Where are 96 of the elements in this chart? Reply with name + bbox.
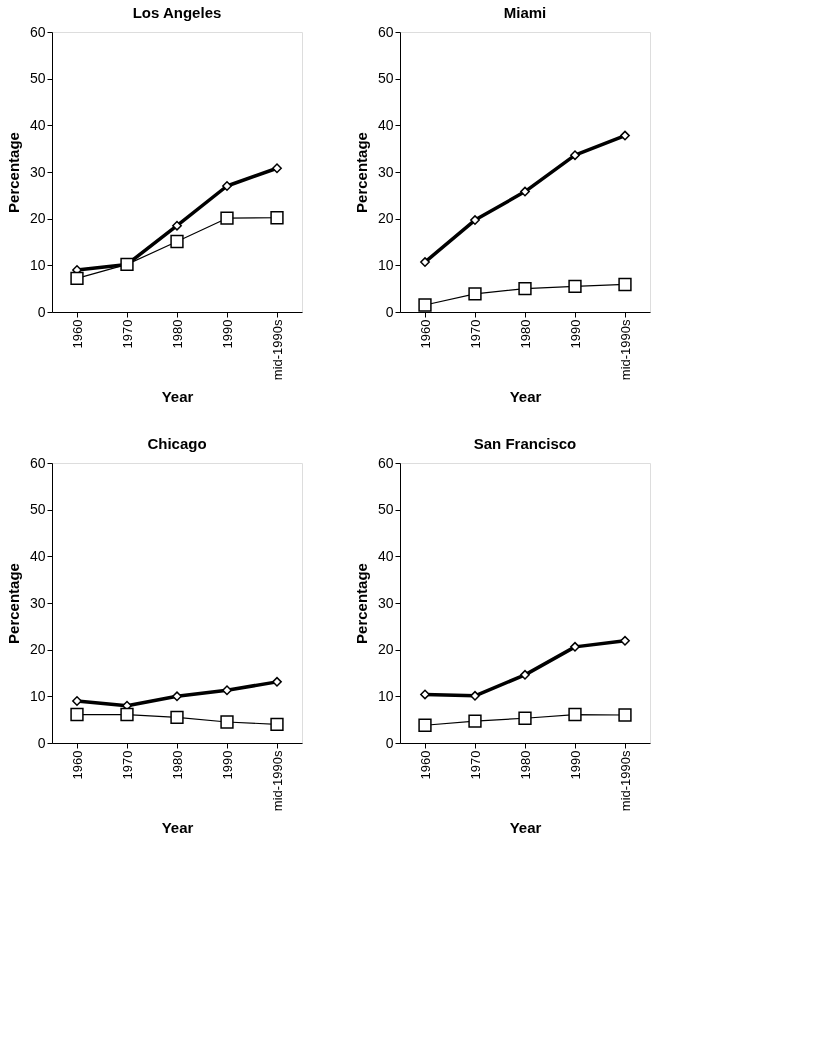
x-tick-label: 1990 — [219, 319, 235, 349]
x-tick-label: 1970 — [119, 750, 135, 780]
y-tick-label: 30 — [29, 163, 46, 180]
y-tick-label: 50 — [29, 501, 46, 518]
x-tick-label: 1960 — [417, 319, 433, 349]
y-tick-label: 60 — [377, 23, 394, 40]
point — [172, 691, 182, 702]
y-axis-title: Percentage — [4, 132, 22, 213]
y-tick-label: 30 — [377, 163, 394, 180]
y-axis-title: Percentage — [352, 132, 370, 213]
chart-title: Chicago — [147, 435, 207, 452]
y-tick-label: 20 — [377, 641, 394, 658]
y-tick-label: 10 — [377, 687, 394, 704]
y-tick-label: 0 — [37, 303, 46, 320]
y-tick-label: 40 — [377, 547, 394, 564]
point — [518, 282, 532, 296]
y-tick-label: 60 — [377, 454, 394, 471]
point — [220, 211, 234, 225]
y-axis-title: Percentage — [352, 563, 370, 644]
x-tick-label: 1970 — [119, 319, 135, 349]
y-tick-label: 50 — [29, 70, 46, 87]
point — [272, 676, 282, 687]
point — [570, 641, 580, 652]
y-tick-label: 40 — [29, 547, 46, 564]
chart-title: Los Angeles — [132, 4, 222, 21]
y-tick-label: 0 — [385, 303, 394, 320]
x-tick-label: 1960 — [417, 750, 433, 780]
point — [520, 669, 530, 680]
point — [222, 181, 232, 191]
x-tick-label: 1970 — [467, 319, 483, 349]
x-tick-label: mid-1990s — [617, 319, 633, 381]
y-tick-label: 60 — [29, 23, 46, 40]
point — [620, 130, 630, 141]
x-tick-label: 1960 — [69, 319, 85, 349]
x-tick-label: 1980 — [517, 319, 533, 349]
y-axis-title: Percentage — [4, 563, 22, 644]
point — [420, 689, 430, 700]
y-tick-label: 50 — [377, 70, 394, 87]
x-tick-label: mid-1990s — [269, 750, 285, 812]
point — [270, 717, 284, 731]
x-tick-label: 1980 — [169, 319, 185, 349]
x-tick-label: mid-1990s — [617, 750, 633, 812]
x-tick-label: 1960 — [69, 750, 85, 780]
point — [620, 635, 630, 646]
y-tick-label: 0 — [385, 734, 394, 751]
point — [470, 690, 480, 701]
point — [568, 279, 582, 293]
x-axis-title: Year — [161, 388, 194, 406]
point — [70, 271, 84, 286]
y-tick-label: 30 — [377, 594, 394, 611]
x-tick-label: 1970 — [467, 750, 483, 780]
x-tick-label: 1990 — [567, 319, 583, 349]
point — [418, 718, 432, 732]
y-tick-label: 40 — [29, 116, 46, 133]
point — [72, 696, 82, 706]
x-tick-label: 1980 — [169, 750, 185, 780]
y-tick-label: 10 — [377, 256, 394, 273]
point — [570, 150, 580, 161]
x-tick-label: mid-1990s — [269, 319, 285, 381]
y-tick-label: 30 — [29, 594, 46, 611]
point — [418, 298, 432, 312]
point — [468, 287, 482, 301]
point — [272, 163, 282, 174]
point — [170, 234, 184, 249]
x-tick-label: 1980 — [517, 750, 533, 780]
point — [220, 715, 234, 729]
point — [420, 257, 430, 267]
x-axis-title: Year — [509, 819, 542, 837]
point — [470, 215, 480, 225]
point — [222, 685, 232, 696]
point — [468, 714, 482, 728]
point — [568, 707, 582, 722]
y-tick-label: 20 — [29, 210, 46, 227]
chart-title: San Francisco — [473, 435, 577, 452]
point — [520, 186, 530, 197]
point — [618, 277, 632, 292]
y-tick-label: 20 — [377, 210, 394, 227]
point — [170, 710, 184, 724]
y-tick-label: 10 — [29, 687, 46, 704]
point — [618, 708, 632, 722]
y-tick-label: 10 — [29, 256, 46, 273]
point — [120, 707, 134, 722]
y-tick-label: 0 — [37, 734, 46, 751]
point — [518, 711, 532, 725]
point — [172, 220, 182, 231]
y-tick-label: 60 — [29, 454, 46, 471]
point — [270, 211, 284, 225]
x-tick-label: 1990 — [219, 750, 235, 780]
point — [70, 707, 84, 722]
y-tick-label: 50 — [377, 501, 394, 518]
y-tick-label: 40 — [377, 116, 394, 133]
y-tick-label: 20 — [29, 641, 46, 658]
x-axis-title: Year — [509, 388, 542, 406]
x-tick-label: 1990 — [567, 750, 583, 780]
chart-title: Miami — [503, 4, 547, 21]
x-axis-title: Year — [161, 819, 194, 837]
